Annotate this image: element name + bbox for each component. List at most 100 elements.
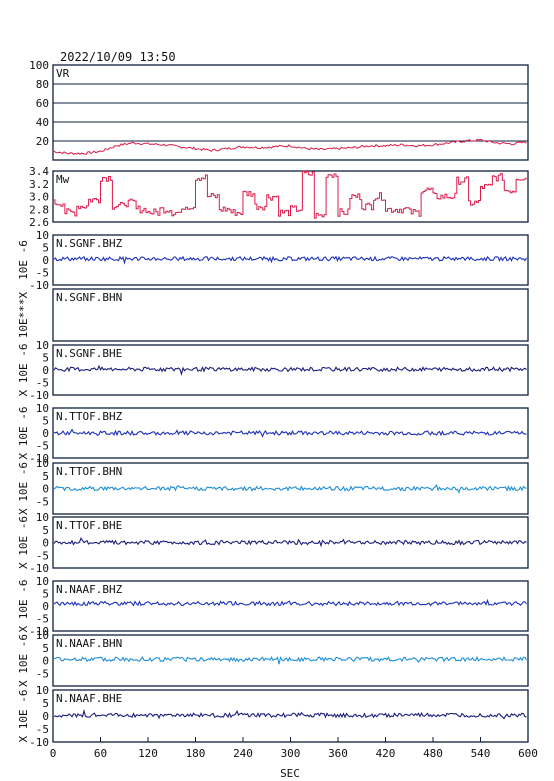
- y-tick-label: 10: [36, 402, 49, 415]
- y-tick-label: -10: [29, 625, 49, 638]
- y-axis-label: X 10E -6: [17, 407, 30, 460]
- series-line: [53, 138, 527, 156]
- seismogram-trace: [53, 428, 527, 438]
- y-axis-label: 10E -6: [17, 240, 30, 280]
- x-tick-label: 420: [376, 747, 396, 760]
- y-tick-label: 3.4: [29, 165, 49, 178]
- y-tick-label: 5: [42, 524, 49, 537]
- y-tick-label: -5: [36, 377, 49, 390]
- y-tick-label: 40: [36, 116, 49, 129]
- panel-label: Mw: [56, 173, 70, 186]
- y-tick-label: -10: [29, 279, 49, 292]
- y-tick-label: 10: [36, 229, 49, 242]
- y-tick-label: 100: [29, 59, 49, 72]
- y-tick-label: 60: [36, 97, 49, 110]
- y-tick-label: 0: [42, 483, 49, 496]
- y-tick-label: 10: [36, 575, 49, 588]
- y-axis-label: X 10E -6: [17, 690, 30, 743]
- y-tick-label: 5: [42, 642, 49, 655]
- panel-vr: 100 80 60 40 20 VR: [29, 59, 529, 161]
- y-axis-label: X 10E -6: [17, 580, 30, 633]
- x-tick-label: 240: [233, 747, 253, 760]
- x-tick-label: 360: [328, 747, 348, 760]
- y-tick-label: 10: [36, 339, 49, 352]
- panel-frame: [52, 516, 529, 569]
- panel-mw: 3.43.23.02.82.6 Mw: [29, 165, 529, 229]
- x-tick-label: 120: [138, 747, 158, 760]
- seismogram-trace: [53, 536, 527, 548]
- y-tick-label: 10: [36, 511, 49, 524]
- y-tick-label: 20: [36, 135, 49, 148]
- panel-n-sgnf-bhn: N.SGNF.BHN 10E***X: [17, 288, 529, 342]
- y-tick-label: 0: [42, 600, 49, 613]
- panel-frame: [52, 634, 529, 687]
- y-tick-label: -5: [36, 667, 49, 680]
- y-axis-label: X 10E -6: [17, 344, 30, 397]
- panel-label: N.TTOF.BHZ: [56, 410, 123, 423]
- seismogram-trace: [53, 255, 527, 265]
- panel-frame: [52, 407, 529, 459]
- y-axis-label: 10E***X: [17, 291, 30, 338]
- series-line: [53, 170, 527, 219]
- panel-label: N.SGNF.BHE: [56, 347, 122, 360]
- y-tick-label: 5: [42, 415, 49, 428]
- y-tick-label: 0: [42, 655, 49, 668]
- y-tick-label: -5: [36, 549, 49, 562]
- x-tick-label: 60: [94, 747, 107, 760]
- y-axis-label: X 10E -6: [17, 516, 30, 569]
- seismogram-trace: [53, 364, 527, 376]
- y-tick-label: 10: [36, 684, 49, 697]
- panel-frame: [52, 64, 529, 161]
- panel-label: N.SGNF.BHN: [56, 291, 122, 304]
- x-tick-label: 180: [186, 747, 206, 760]
- panel-frame: [52, 170, 529, 223]
- y-tick-label: 5: [42, 470, 49, 483]
- y-tick-label: -5: [36, 440, 49, 453]
- seismogram-trace: [53, 483, 527, 494]
- panel-label: N.NAAF.BHE: [56, 692, 122, 705]
- panel-label: N.TTOF.BHE: [56, 519, 122, 532]
- y-tick-label: 0: [42, 427, 49, 440]
- y-tick-label: 0: [42, 537, 49, 550]
- y-tick-label: 3.0: [29, 191, 49, 204]
- y-tick-label: 3.2: [29, 178, 49, 191]
- y-tick-label: -10: [29, 389, 49, 402]
- y-tick-label: 2.8: [29, 203, 49, 216]
- panel-label: N.NAAF.BHN: [56, 637, 122, 650]
- x-axis-label: SEC: [280, 767, 300, 780]
- x-tick-label: 480: [423, 747, 443, 760]
- panel-label: N.TTOF.BHN: [56, 465, 122, 478]
- y-tick-label: 2.6: [29, 216, 49, 229]
- y-tick-label: -10: [29, 452, 49, 465]
- y-tick-label: 80: [36, 78, 49, 91]
- y-tick-label: 5: [42, 697, 49, 710]
- y-tick-label: 0: [42, 364, 49, 377]
- y-axis-label: X 10E -6: [17, 462, 30, 515]
- x-axis: 0 60 120 180 240 300 360 420 480 540 600: [50, 737, 538, 760]
- y-axis-label: X 10E -6: [17, 634, 30, 687]
- y-tick-label: 0: [42, 710, 49, 723]
- x-tick-label: 600: [518, 747, 538, 760]
- panel-label: N.NAAF.BHZ: [56, 583, 123, 596]
- y-tick-label: -10: [29, 736, 49, 749]
- y-tick-label: -5: [36, 267, 49, 280]
- x-tick-label: 0: [50, 747, 57, 760]
- y-tick-label: -5: [36, 495, 49, 508]
- panel-frame: [52, 234, 529, 286]
- y-tick-label: 0: [42, 254, 49, 267]
- y-tick-label: 10: [36, 629, 49, 642]
- panel-frame: [52, 462, 529, 515]
- panel-frame: [52, 288, 529, 342]
- x-tick-label: 540: [471, 747, 491, 760]
- panel-stack: 10080604020VR3.43.23.02.82.6Mw1050-5-10N…: [17, 59, 529, 749]
- y-tick-label: 10: [36, 457, 49, 470]
